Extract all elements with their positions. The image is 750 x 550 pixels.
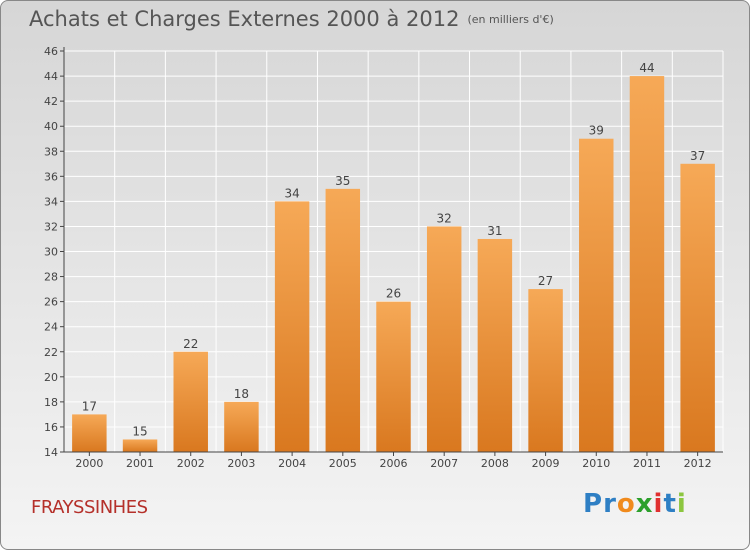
bar-value-label: 22 xyxy=(183,337,198,351)
y-tick-label: 38 xyxy=(44,145,58,158)
y-tick-label: 40 xyxy=(44,120,58,133)
y-tick-label: 46 xyxy=(44,45,58,58)
logo-letter: o xyxy=(616,489,636,519)
axes: 14 16 18 20 22 24 26 28 30 32 34 36 38 40 42 44 46 2000 20… xyxy=(44,45,723,470)
bar-value-label: 35 xyxy=(335,174,350,188)
x-tick-label: 2009 xyxy=(532,457,560,470)
y-tick-label: 14 xyxy=(44,446,58,459)
logo-letter: x xyxy=(635,489,654,519)
x-tick-label: 2003 xyxy=(227,457,255,470)
x-tick-label: 2000 xyxy=(75,457,103,470)
x-tick-label: 2005 xyxy=(329,457,357,470)
bar xyxy=(274,201,310,452)
bar-value-label: 32 xyxy=(437,211,452,225)
bar xyxy=(680,163,715,452)
logo-letter: t xyxy=(663,489,677,519)
bar xyxy=(72,414,107,452)
bar-value-label: 15 xyxy=(132,424,147,438)
bar-value-label: 17 xyxy=(82,399,97,413)
bar-value-label: 39 xyxy=(589,124,604,138)
x-tick-label: 2012 xyxy=(684,457,712,470)
x-tick-label: 2007 xyxy=(430,457,458,470)
chart-title: Achats et Charges Externes 2000 à 2012 (e… xyxy=(29,7,554,31)
logo-letter: P xyxy=(583,489,604,519)
bar xyxy=(426,226,462,452)
location-label: FRAYSSINHES xyxy=(31,497,148,518)
x-tick-label: 2002 xyxy=(177,457,205,470)
proxiti-logo: Proxiti xyxy=(583,489,687,519)
x-tick-label: 2010 xyxy=(582,457,610,470)
bar-value-label: 31 xyxy=(487,224,502,238)
y-tick-label: 20 xyxy=(44,371,58,384)
logo-letter: i xyxy=(653,489,664,519)
bar-value-label: 18 xyxy=(234,387,249,401)
y-tick-label: 18 xyxy=(44,396,58,409)
bar-value-label: 27 xyxy=(538,274,553,288)
y-tick-label: 42 xyxy=(44,95,58,108)
chart-subtitle: (en milliers d'€) xyxy=(467,13,554,26)
bar xyxy=(224,401,259,452)
y-tick-label: 44 xyxy=(44,70,58,83)
x-tick-label: 2006 xyxy=(380,457,408,470)
bar-value-label: 44 xyxy=(639,61,654,75)
bar xyxy=(579,138,614,452)
chart-title-text: Achats et Charges Externes 2000 à 2012 xyxy=(29,7,460,31)
y-tick-label: 26 xyxy=(44,296,58,309)
bar xyxy=(477,238,513,452)
y-tick-label: 30 xyxy=(44,246,58,259)
bar-value-label: 26 xyxy=(386,287,401,301)
bar xyxy=(629,76,665,452)
bar-value-label: 37 xyxy=(690,149,705,163)
y-tick-label: 34 xyxy=(44,195,58,208)
y-tick-label: 24 xyxy=(44,321,58,334)
x-tick-label: 2004 xyxy=(278,457,306,470)
y-tick-label: 22 xyxy=(44,346,58,359)
bar xyxy=(173,351,208,452)
x-tick-label: 2001 xyxy=(126,457,154,470)
y-tick-label: 36 xyxy=(44,170,58,183)
bar xyxy=(376,301,411,452)
bar-value-label: 34 xyxy=(284,186,299,200)
y-tick-label: 32 xyxy=(44,220,58,233)
y-tick-label: 16 xyxy=(44,421,58,434)
x-tick-label: 2008 xyxy=(481,457,509,470)
bar xyxy=(122,439,158,452)
x-tick-label: 2011 xyxy=(633,457,661,470)
y-tick-label: 28 xyxy=(44,271,58,284)
logo-letter: i xyxy=(676,489,687,519)
logo-letter: r xyxy=(603,489,617,519)
bars: 17 15 22 18 34 35 26 32 31 27 39 44 37 xyxy=(72,61,715,452)
bar xyxy=(528,289,563,452)
bar xyxy=(325,188,361,452)
